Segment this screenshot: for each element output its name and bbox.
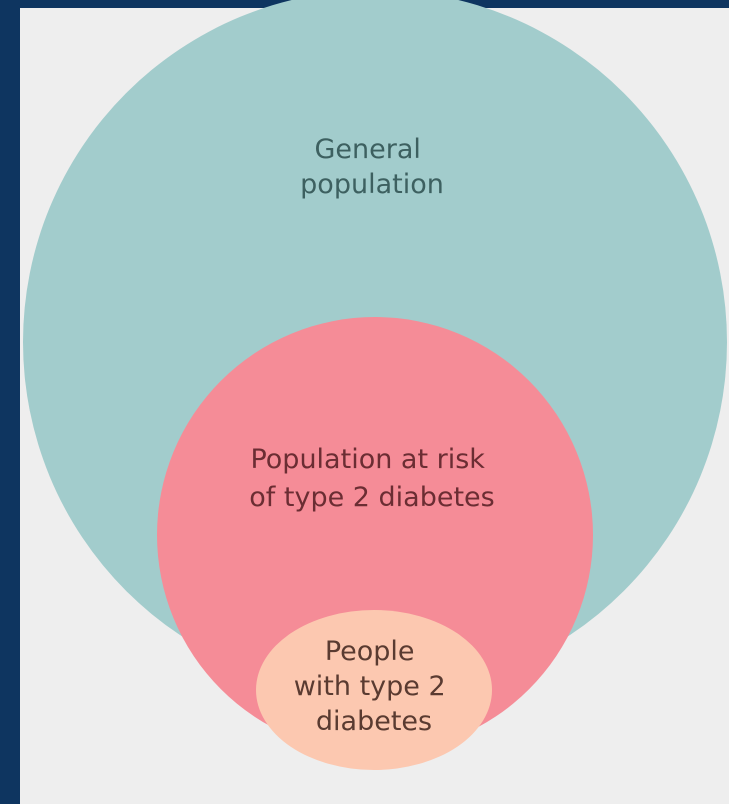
with-diabetes-ellipse [256,610,492,770]
with-diabetes-label: People with type 2 diabetes [294,636,455,737]
with-diabetes-label-line-1: People [325,636,415,667]
at-risk-label: Population at risk of type 2 diabetes [249,444,494,513]
general-population-label: General population [300,134,444,200]
general-label-line-1: General [315,134,421,165]
at-risk-label-line-2: of type 2 diabetes [249,482,494,513]
with-diabetes-label-line-3: diabetes [316,706,432,737]
with-diabetes-label-line-2: with type 2 [294,671,446,702]
at-risk-label-line-1: Population at risk [250,444,485,475]
at-risk-circle [157,317,593,753]
general-label-line-2: population [300,169,444,200]
